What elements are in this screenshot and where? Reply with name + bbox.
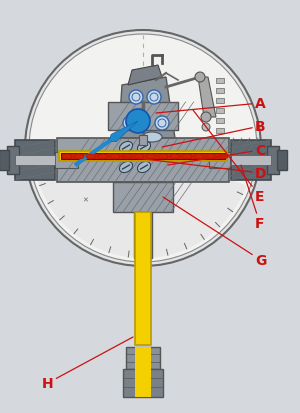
Bar xyxy=(140,124,146,259)
Polygon shape xyxy=(128,66,162,86)
Text: E: E xyxy=(193,111,265,204)
Bar xyxy=(277,151,287,171)
Text: D: D xyxy=(123,157,266,180)
Text: F: F xyxy=(241,166,265,230)
Bar xyxy=(0,151,9,171)
Bar xyxy=(216,109,224,114)
Bar xyxy=(108,103,178,131)
Bar xyxy=(209,153,234,169)
Text: B: B xyxy=(162,120,266,147)
Polygon shape xyxy=(118,78,176,188)
Circle shape xyxy=(155,117,169,131)
Circle shape xyxy=(126,110,150,134)
Polygon shape xyxy=(198,78,216,118)
Circle shape xyxy=(195,73,205,83)
Bar xyxy=(216,129,224,134)
Bar xyxy=(139,136,147,146)
Polygon shape xyxy=(109,122,138,142)
Text: H: H xyxy=(42,337,133,390)
Ellipse shape xyxy=(137,162,151,173)
Bar xyxy=(57,139,229,183)
Ellipse shape xyxy=(134,154,144,159)
Bar xyxy=(216,89,224,94)
Text: C: C xyxy=(168,144,265,166)
Bar xyxy=(123,369,163,397)
Ellipse shape xyxy=(182,154,192,159)
Bar xyxy=(61,154,225,160)
Ellipse shape xyxy=(146,154,156,159)
Text: G: G xyxy=(163,197,266,267)
Ellipse shape xyxy=(206,154,216,159)
Bar xyxy=(7,147,19,175)
Ellipse shape xyxy=(110,154,120,159)
Ellipse shape xyxy=(74,154,84,159)
Ellipse shape xyxy=(137,142,151,153)
Ellipse shape xyxy=(170,154,180,159)
Wedge shape xyxy=(37,149,246,259)
Ellipse shape xyxy=(122,154,132,159)
Ellipse shape xyxy=(86,154,96,159)
Bar xyxy=(231,156,271,166)
Bar xyxy=(113,183,173,212)
Bar xyxy=(15,141,55,180)
Bar xyxy=(135,212,151,345)
Circle shape xyxy=(29,35,257,262)
Bar xyxy=(15,156,55,166)
Ellipse shape xyxy=(194,154,204,159)
Bar xyxy=(267,147,279,175)
Bar xyxy=(216,119,224,124)
Ellipse shape xyxy=(119,162,133,173)
Ellipse shape xyxy=(158,154,168,159)
Ellipse shape xyxy=(119,142,133,153)
Bar xyxy=(231,141,271,180)
Bar xyxy=(135,347,151,369)
Circle shape xyxy=(25,31,261,266)
Circle shape xyxy=(201,113,211,123)
Ellipse shape xyxy=(98,154,108,159)
Circle shape xyxy=(129,91,143,105)
Bar xyxy=(59,152,227,162)
Bar xyxy=(126,347,160,369)
Text: ✕: ✕ xyxy=(82,197,88,204)
Circle shape xyxy=(123,117,137,131)
Bar xyxy=(134,124,152,259)
Circle shape xyxy=(147,91,161,105)
Polygon shape xyxy=(126,124,160,139)
Ellipse shape xyxy=(218,154,228,159)
Bar xyxy=(216,79,224,84)
Text: A: A xyxy=(156,97,266,114)
Ellipse shape xyxy=(62,154,72,159)
Ellipse shape xyxy=(142,133,162,142)
Bar xyxy=(53,153,78,169)
Bar xyxy=(135,369,151,397)
Bar xyxy=(216,99,224,104)
Circle shape xyxy=(202,124,210,132)
